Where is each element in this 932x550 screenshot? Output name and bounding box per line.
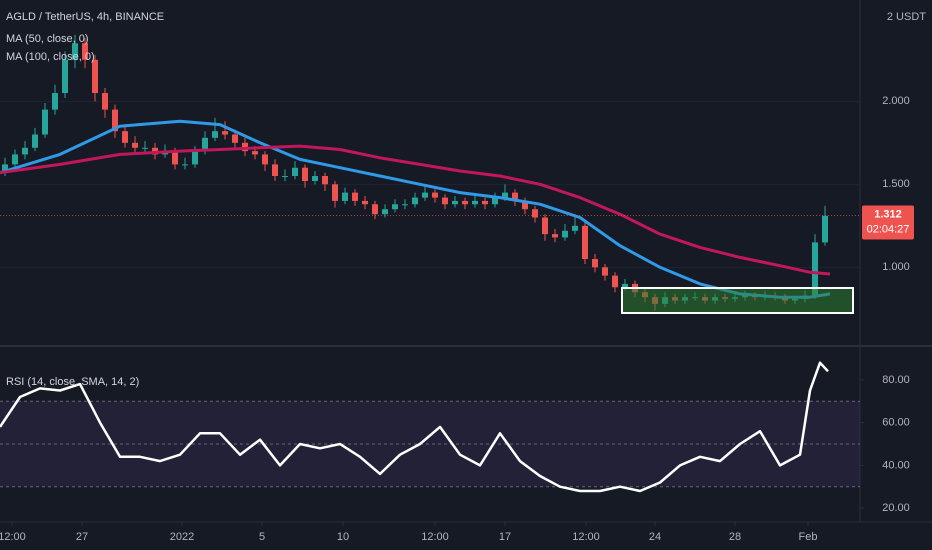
candle-body: [502, 192, 508, 198]
candle-body: [112, 109, 118, 132]
x-tick-label: 2022: [170, 531, 194, 543]
rsi-line: [0, 361, 829, 493]
candle-body: [462, 200, 468, 205]
candle-body: [292, 167, 298, 177]
candle-body: [172, 151, 178, 165]
candle-body: [492, 197, 498, 205]
axis-unit: 2 USDT: [887, 11, 926, 23]
candle-body: [282, 176, 288, 178]
y-tick-label: 2.000: [882, 95, 910, 107]
candle-body: [82, 43, 88, 60]
candle-body: [212, 131, 218, 138]
candle-body: [62, 59, 68, 94]
x-tick-label: 17: [499, 531, 511, 543]
candle-body: [372, 204, 378, 215]
rsi-title: RSI (14, close, SMA, 14, 2): [6, 376, 139, 388]
x-tick-label: 10: [337, 531, 349, 543]
y-tick-label: 1.000: [882, 261, 910, 273]
candle-body: [322, 176, 328, 185]
candle-body: [232, 134, 238, 143]
candle-body: [22, 147, 28, 155]
candle-body: [12, 154, 18, 165]
x-tick-label: 27: [76, 531, 88, 543]
candle-body: [422, 192, 428, 198]
candle-body: [412, 197, 418, 205]
x-tick-label: 12:00: [572, 531, 600, 543]
last-price-box: [862, 205, 914, 240]
candle-body: [272, 164, 278, 177]
candle-body: [822, 215, 828, 243]
rsi-pane: [0, 361, 864, 526]
candle-body: [532, 209, 538, 218]
candle-body: [352, 192, 358, 201]
x-tick-label: 24: [649, 531, 661, 543]
candle-body: [332, 184, 338, 201]
candle-body: [562, 230, 568, 238]
candle-body: [102, 93, 108, 110]
chart-title: AGLD / TetherUS, 4h, BINANCE: [6, 11, 164, 23]
candle-body: [92, 59, 98, 94]
candle-body: [192, 151, 198, 165]
candle-body: [182, 164, 188, 166]
candle-body: [72, 43, 78, 60]
legend-entry: MA (100, close, 0): [6, 51, 95, 63]
candle-body: [442, 197, 448, 205]
candle-body: [52, 93, 58, 110]
candle-body: [222, 131, 228, 135]
candle-body: [582, 225, 588, 260]
candle-body: [812, 242, 818, 296]
candle-body: [252, 151, 258, 155]
candle-body: [42, 109, 48, 135]
candle-body: [392, 204, 398, 210]
countdown-label: 02:04:27: [867, 223, 910, 235]
ma-line: [0, 144, 831, 276]
x-tick-label: Feb: [799, 531, 818, 543]
candle-body: [602, 267, 608, 276]
candle-body: [262, 154, 268, 165]
candle-body: [522, 200, 528, 210]
y-tick-label: 40.00: [882, 459, 910, 471]
x-tick-label: 12:00: [0, 531, 26, 543]
x-tick-label: 28: [729, 531, 741, 543]
candle-body: [202, 137, 208, 152]
candle-body: [512, 192, 518, 201]
candle-body: [542, 217, 548, 235]
y-tick-label: 60.00: [882, 417, 910, 429]
candle-body: [482, 200, 488, 205]
candle-body: [32, 134, 38, 148]
candle-body: [402, 204, 408, 206]
legend-entry: MA (50, close, 0): [6, 33, 89, 45]
candle-body: [132, 142, 138, 148]
candle-body: [612, 275, 618, 288]
candle-body: [2, 164, 8, 172]
candle-body: [592, 259, 598, 268]
candle-body: [342, 192, 348, 201]
candle-body: [382, 209, 388, 215]
candle-body: [552, 234, 558, 238]
candle-body: [452, 200, 458, 205]
x-tick-label: 12:00: [421, 531, 449, 543]
candle-body: [432, 192, 438, 198]
candle-body: [362, 200, 368, 205]
last-price-label: 1.312: [874, 208, 902, 220]
candle-body: [572, 225, 578, 231]
y-tick-label: 80.00: [882, 374, 910, 386]
x-tick-label: 5: [259, 531, 265, 543]
axes: 1.000 1.500 2.000 1.312 02:04:27 80.00 60.00 40…: [0, 95, 914, 543]
candle-body: [302, 167, 308, 181]
y-tick-label: 20.00: [882, 502, 910, 514]
candle-body: [312, 176, 318, 181]
highlight-box: [621, 287, 854, 314]
candle-body: [142, 147, 148, 149]
y-tick-label: 1.500: [882, 178, 910, 190]
candle-body: [472, 200, 478, 205]
candle-body: [122, 131, 128, 143]
candle-body: [622, 283, 628, 288]
